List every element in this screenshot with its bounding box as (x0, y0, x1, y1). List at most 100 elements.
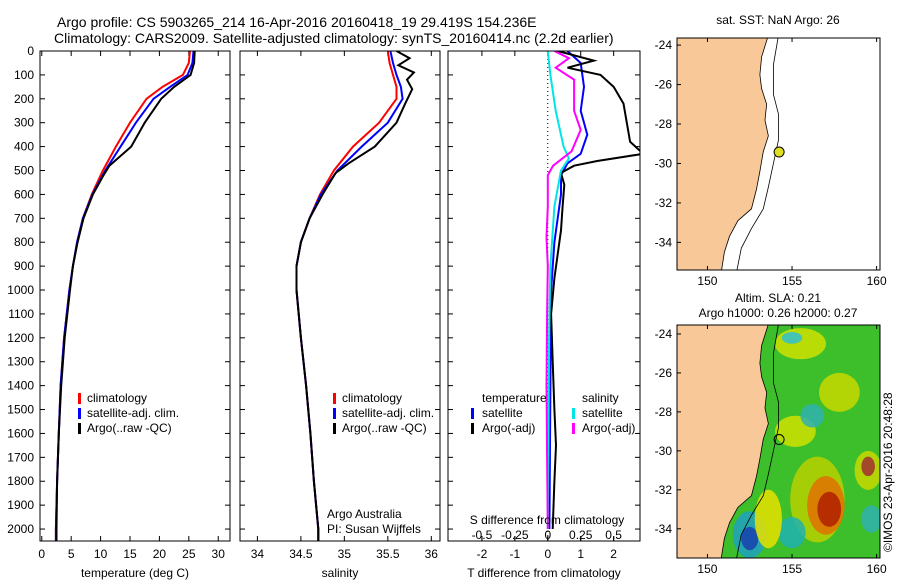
y-tick-label: 1600 (7, 426, 34, 440)
x-tick-label: 20 (153, 547, 167, 561)
s-tick-label: 0.5 (605, 528, 622, 542)
x-tick-label: 1 (577, 547, 584, 561)
sla-anomaly (861, 505, 880, 533)
legend-swatch (471, 423, 474, 434)
x-tick-label: 10 (94, 547, 108, 561)
depth-contour (736, 38, 779, 270)
lat-tick-label: -30 (655, 156, 673, 170)
legend-swatch (78, 393, 81, 404)
legend-swatch (572, 408, 575, 419)
y-tick-label: 700 (14, 211, 34, 225)
map-content (677, 325, 880, 558)
legend-label: satellite (582, 406, 623, 420)
series-line-argo-raw-qc- (295, 51, 416, 541)
x-axis-label: T difference from climatology (467, 566, 621, 580)
x-tick-label: 5 (68, 547, 75, 561)
y-tick-label: 600 (14, 187, 34, 201)
land (677, 38, 769, 270)
x-tick-label: 36 (425, 547, 439, 561)
lat-tick-label: -24 (655, 38, 673, 52)
y-tick-label: 1500 (7, 403, 34, 417)
x-tick-label: 0 (38, 547, 45, 561)
map-0: 150 155 160 -24 -26 -28 -30 -32 -34 sat. SST: NaN… (655, 13, 887, 288)
legend-swatch (572, 423, 575, 434)
panel-2: -2 -1 0 1 2 T difference from climatology temp… (447, 50, 641, 580)
lat-tick-label: -34 (655, 522, 673, 536)
series-line-argo-raw-qc- (55, 51, 196, 541)
panel-frame (447, 50, 641, 542)
panel-frame (39, 50, 231, 542)
sla-anomaly (781, 332, 803, 344)
legend-title-temperature: temperature (482, 391, 547, 405)
legend-label: satellite (482, 406, 523, 420)
x-tick-label: 30 (212, 547, 226, 561)
lat-tick-label: -34 (655, 235, 673, 249)
lat-tick-label: -28 (655, 405, 673, 419)
x-tick-label: -1 (510, 547, 521, 561)
sla-anomaly (774, 328, 826, 360)
lon-tick-label: 150 (697, 274, 717, 288)
legend-label: satellite-adj. clim. (87, 406, 179, 420)
series-line-temperature-argo-adj- (550, 51, 640, 530)
land (677, 325, 769, 558)
legend-label: satellite-adj. clim. (342, 406, 434, 420)
x-tick-label: -2 (477, 547, 488, 561)
sla-anomaly (861, 456, 875, 477)
y-tick-label: 500 (14, 164, 34, 178)
map-title: sat. SST: NaN Argo: 26 (716, 13, 840, 27)
series-line-salinity-argo-adj- (545, 51, 582, 530)
depth-contour (736, 325, 779, 558)
sla-anomaly (819, 372, 860, 412)
annotation: PI: Susan Wijffels (327, 522, 421, 536)
lat-tick-label: -32 (655, 483, 673, 497)
y-tick-label: 100 (14, 68, 34, 82)
map-frame (676, 37, 881, 271)
panel-0: 0 5 10 15 20 25 300100200300400500600700800900… (7, 44, 231, 580)
lat-tick-label: -32 (655, 196, 673, 210)
series-line-salinity-satellite (546, 51, 571, 530)
series-line-temperature-satellite (548, 51, 589, 530)
s-tick-label: -0.5 (472, 528, 493, 542)
x-axis-label: salinity (322, 566, 359, 580)
credit-text: ©IMOS 23-Apr-2016 20:48:28 (881, 392, 895, 552)
y-tick-label: 900 (14, 259, 34, 273)
y-tick-label: 1900 (7, 498, 34, 512)
lon-tick-label: 150 (697, 562, 717, 576)
x-tick-label: 0 (544, 547, 551, 561)
x-tick-label: 15 (123, 547, 137, 561)
x-tick-label: 34 (251, 547, 265, 561)
map-frame (676, 324, 881, 559)
map-content (677, 38, 785, 270)
x-axis-label: temperature (deg C) (81, 566, 189, 580)
x-tick-label: 35 (338, 547, 352, 561)
s-tick-label: 0 (544, 528, 551, 542)
legend-swatch (333, 408, 336, 419)
argo-position-marker (773, 434, 785, 446)
x-tick-label: 34.5 (289, 547, 313, 561)
y-tick-label: 1300 (7, 355, 34, 369)
legend-swatch (78, 423, 81, 434)
series-line-satellite-adj-clim- (54, 51, 195, 541)
y-tick-label: 800 (14, 235, 34, 249)
legend-label: Argo(-adj) (482, 421, 535, 435)
lon-tick-label: 155 (782, 274, 802, 288)
y-tick-label: 1200 (7, 331, 34, 345)
y-tick-label: 1100 (8, 307, 34, 321)
series-line-climatology (54, 51, 191, 541)
lat-tick-label: -28 (655, 117, 673, 131)
legend-swatch (471, 408, 474, 419)
legend-label: climatology (342, 391, 402, 405)
lon-tick-label: 160 (867, 562, 887, 576)
lon-tick-label: 160 (867, 274, 887, 288)
y-tick-label: 1800 (7, 474, 34, 488)
s-tick-label: -0.25 (501, 528, 529, 542)
legend-label: Argo(..raw -QC) (342, 421, 427, 435)
y-tick-label: 200 (14, 92, 34, 106)
lon-tick-label: 155 (782, 562, 802, 576)
sla-anomaly (754, 489, 782, 549)
x-tick-label: 35.5 (376, 547, 400, 561)
y-tick-label: 300 (14, 116, 34, 130)
y-tick-label: 400 (14, 140, 34, 154)
legend-swatch (333, 393, 336, 404)
